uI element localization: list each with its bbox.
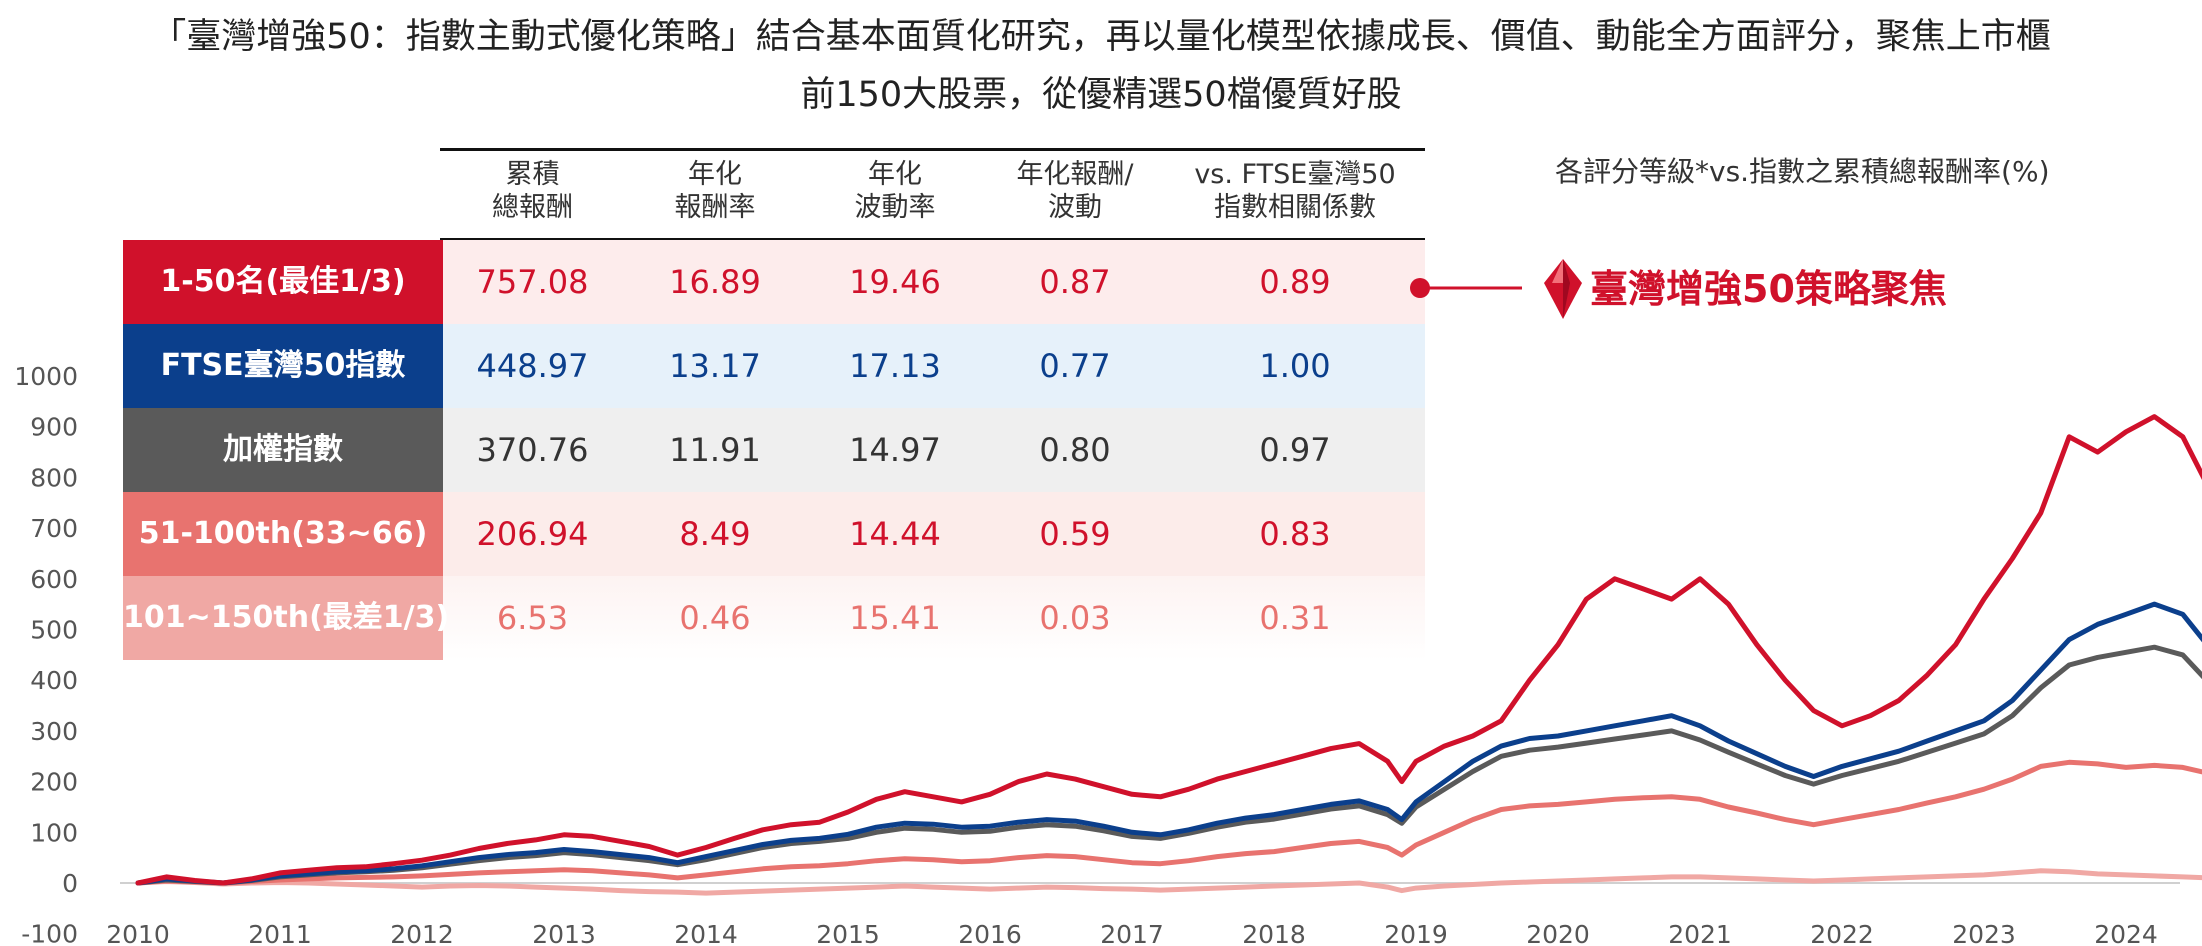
x-tick-label: 2019 <box>1384 920 1448 946</box>
series-line-bottom-third <box>135 868 2202 896</box>
row-bg-mid <box>440 492 1425 576</box>
header-annual-return: 年化 報酬率 <box>674 159 756 223</box>
y-tick-label: 800 <box>30 463 78 492</box>
x-tick-label: 2014 <box>674 920 738 946</box>
row-label-top-third: 1-50名(最佳1/3) <box>123 240 443 324</box>
row-bg-bottom <box>440 576 1425 660</box>
y-tick-label: 300 <box>30 717 78 746</box>
table-cell: 13.17 <box>669 347 761 385</box>
table-cell: 17.13 <box>849 347 941 385</box>
x-tick-label: 2018 <box>1242 920 1306 946</box>
table-cell: 0.31 <box>1259 599 1331 637</box>
table-cell: 0.46 <box>679 599 751 637</box>
diamond-icon <box>1544 259 1582 319</box>
table-cell: 15.41 <box>849 599 941 637</box>
page-title: 「臺灣增強50：指數主動式優化策略」結合基本面質化研究，再以量化模型依據成長、價… <box>0 8 2202 124</box>
y-tick-label: 500 <box>30 616 78 645</box>
header-correlation: vs. FTSE臺灣50 指數相關係數 <box>1194 159 1396 223</box>
table-cell: 0.87 <box>1039 263 1111 301</box>
y-axis: -100 0 100 200 300 400 500 600 700 800 900 1000 <box>14 362 78 946</box>
header-return-volatility: 年化報酬/ 波動 <box>1016 159 1134 223</box>
x-tick-label: 2015 <box>816 920 880 946</box>
table-cell: 757.08 <box>476 263 589 301</box>
table-cell: 0.03 <box>1039 599 1111 637</box>
x-tick-label: 2016 <box>958 920 1022 946</box>
x-tick-label: 2021 <box>1668 920 1732 946</box>
series-line-top-third <box>135 414 2202 886</box>
x-tick-label: 2022 <box>1810 920 1874 946</box>
header-annual-volatility: 年化 波動率 <box>854 159 936 223</box>
title-line-1: 「臺灣增強50：指數主動式優化策略」結合基本面質化研究，再以量化模型依據成長、價… <box>151 17 2051 57</box>
series-line-taiex <box>135 644 2202 886</box>
table-cell: 448.97 <box>476 347 589 385</box>
y-tick-label: 700 <box>30 514 78 543</box>
y-tick-label: 100 <box>30 818 78 847</box>
x-tick-label: 2024 <box>2094 920 2158 946</box>
callout-connector <box>1410 259 1582 319</box>
series-line-ftse50 <box>135 601 2202 886</box>
table-cell: 11.91 <box>669 431 761 469</box>
series-line-mid-third <box>135 759 2202 886</box>
x-axis: 2010 2011 2012 2013 2014 2015 2016 2017 2018 2019… <box>106 920 2158 946</box>
table-cell: 0.59 <box>1039 515 1111 553</box>
table-cell: 6.53 <box>496 599 569 637</box>
y-tick-label: 600 <box>30 565 78 594</box>
row-bg-ftse <box>440 324 1425 408</box>
row-label-bottom-third: 101~150th(最差1/3) <box>123 576 449 660</box>
table-cell: 14.44 <box>849 515 941 553</box>
x-tick-label: 2013 <box>532 920 596 946</box>
table-cell: 0.89 <box>1259 263 1331 301</box>
y-tick-label: 200 <box>30 768 78 797</box>
y-tick-label: 900 <box>30 413 78 442</box>
row-label-mid-third: 51-100th(33~66) <box>123 492 443 576</box>
y-tick-label: 0 <box>62 869 78 898</box>
table-top-rule <box>440 148 1425 151</box>
strategy-callout: 臺灣增強50策略聚焦 <box>1590 267 1947 311</box>
table-cell: 0.80 <box>1039 431 1111 469</box>
table-cell: 206.94 <box>476 515 589 553</box>
chart-subtitle: 各評分等級*vs.指數之累積總報酬率(%) <box>1555 155 2050 188</box>
table-cell: 14.97 <box>849 431 941 469</box>
table-cell: 0.77 <box>1039 347 1111 385</box>
row-label-ftse50: FTSE臺灣50指數 <box>123 324 443 408</box>
table-cell: 0.83 <box>1259 515 1331 553</box>
y-tick-label: 1000 <box>14 362 78 391</box>
series-lines <box>135 414 2202 896</box>
table-cell: 1.00 <box>1259 347 1331 385</box>
x-tick-label: 2020 <box>1526 920 1590 946</box>
title-line-2: 前150大股票，從優精選50檔優質好股 <box>800 75 1402 115</box>
table-cell: 370.76 <box>476 431 589 469</box>
table-cell: 19.46 <box>849 263 941 301</box>
y-tick-label: -100 <box>21 920 78 946</box>
x-tick-label: 2010 <box>106 920 170 946</box>
row-bg-top <box>440 240 1425 324</box>
x-tick-label: 2011 <box>248 920 312 946</box>
row-bg-taiex <box>440 408 1425 492</box>
x-tick-label: 2023 <box>1952 920 2016 946</box>
table-cell: 8.49 <box>679 515 751 553</box>
row-label-taiex: 加權指數 <box>123 408 443 492</box>
y-tick-label: 400 <box>30 666 78 695</box>
header-cumulative-return: 累積 總報酬 <box>492 159 573 223</box>
table-header-rule <box>440 238 1425 241</box>
table-cell: 16.89 <box>669 263 761 301</box>
x-tick-label: 2017 <box>1100 920 1164 946</box>
table-cell: 0.97 <box>1259 431 1331 469</box>
x-tick-label: 2012 <box>390 920 454 946</box>
